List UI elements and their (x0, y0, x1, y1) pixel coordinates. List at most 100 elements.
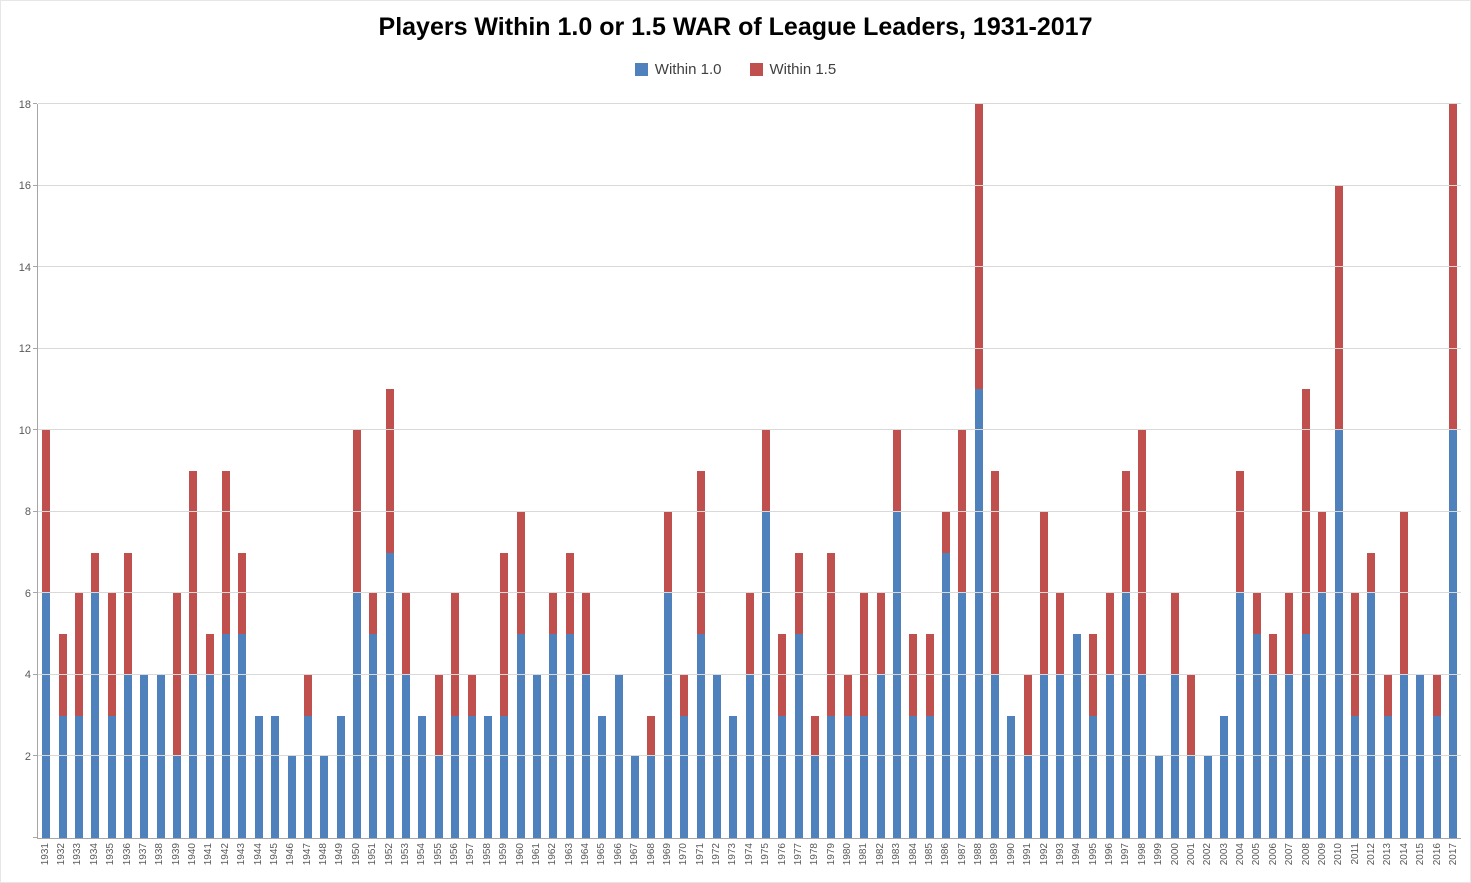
bar-segment-within-1-0 (631, 756, 640, 838)
legend-swatch-blue-icon (634, 63, 648, 76)
bar-1939 (173, 593, 182, 838)
bar-slot-1965 (594, 104, 610, 838)
x-axis-slot: 1954 (414, 843, 430, 881)
bar-segment-within-1-5 (680, 674, 689, 716)
y-axis-label: 4 (24, 669, 31, 682)
bar-1979 (827, 552, 836, 838)
x-axis-slot: 2011 (1347, 843, 1363, 881)
bar-slot-1954 (414, 104, 430, 838)
bar-1932 (58, 634, 67, 838)
x-axis-slot: 1976 (774, 843, 790, 881)
bar-segment-within-1-5 (1449, 104, 1458, 431)
x-axis-slot: 1945 (266, 843, 282, 881)
bar-slot-1988 (970, 104, 986, 838)
x-axis-label: 1977 (792, 843, 804, 866)
x-axis-slot: 2010 (1331, 843, 1347, 881)
bar-slot-2013 (1379, 104, 1395, 838)
bar-segment-within-1-5 (238, 552, 247, 635)
bar-slot-1960 (512, 104, 528, 838)
x-axis-label: 1940 (187, 843, 199, 866)
bar-segment-within-1-0 (647, 756, 656, 838)
bar-slot-1959 (496, 104, 512, 838)
x-axis-slot: 1951 (365, 843, 381, 881)
x-axis-slot: 1936 (119, 843, 135, 881)
bar-1945 (271, 715, 280, 838)
x-axis-slot: 1977 (790, 843, 806, 881)
bar-slot-1973 (725, 104, 741, 838)
bar-segment-within-1-5 (811, 715, 820, 757)
bar-1998 (1138, 430, 1147, 838)
x-axis-label: 1981 (858, 843, 870, 866)
bar-segment-within-1-5 (173, 593, 182, 757)
y-axis-tick (33, 103, 37, 104)
x-axis-label: 1937 (137, 843, 149, 866)
x-axis-slot: 1943 (234, 843, 250, 881)
bar-1994 (1072, 634, 1081, 838)
bar-1960 (516, 511, 525, 838)
bar-1973 (729, 715, 738, 838)
legend-label-within-1-5: Within 1.5 (769, 61, 837, 78)
bar-1934 (91, 552, 100, 838)
x-axis-label: 1986 (940, 843, 952, 866)
bar-slot-1932 (54, 104, 70, 838)
x-axis-slot: 1950 (348, 843, 364, 881)
bar-slot-1939 (169, 104, 185, 838)
bar-1996 (1105, 593, 1114, 838)
x-axis-slot: 1934 (86, 843, 102, 881)
bar-2008 (1301, 389, 1310, 838)
bar-slot-2012 (1363, 104, 1379, 838)
x-axis-slot: 2007 (1282, 843, 1298, 881)
legend-label-within-1-0: Within 1.0 (654, 61, 722, 78)
bar-2010 (1334, 185, 1343, 838)
x-axis-slot: 2014 (1396, 843, 1412, 881)
y-axis-tick (33, 592, 37, 594)
x-axis-slot: 2003 (1216, 843, 1232, 881)
bar-slot-1995 (1085, 104, 1101, 838)
bar-segment-within-1-0 (778, 715, 787, 838)
bar-2002 (1203, 756, 1212, 838)
bar-segment-within-1-0 (1252, 634, 1261, 838)
bar-segment-within-1-5 (974, 104, 983, 390)
y-axis-tick (33, 347, 37, 349)
bar-1983 (892, 430, 901, 838)
x-axis-slot: 1979 (823, 843, 839, 881)
y-axis-tick (33, 184, 37, 186)
x-axis-label: 2007 (1284, 843, 1296, 866)
bar-slot-1981 (856, 104, 872, 838)
x-axis-label: 1968 (645, 843, 657, 866)
bar-segment-within-1-5 (451, 593, 460, 716)
bar-slot-2010 (1330, 104, 1346, 838)
x-axis-slot: 1940 (184, 843, 200, 881)
bar-segment-within-1-0 (827, 715, 836, 838)
bar-slot-1980 (840, 104, 856, 838)
bar-segment-within-1-5 (892, 430, 901, 512)
gridline (38, 184, 1461, 186)
bar-1935 (107, 593, 116, 838)
bar-slot-1967 (627, 104, 643, 838)
bar-1959 (500, 552, 509, 838)
gridline (38, 347, 1461, 349)
bar-slot-2007 (1281, 104, 1297, 838)
bar-segment-within-1-5 (745, 593, 754, 675)
bar-segment-within-1-0 (892, 511, 901, 838)
bar-2001 (1187, 674, 1196, 838)
bar-segment-within-1-5 (925, 634, 934, 716)
bar-segment-within-1-0 (1318, 593, 1327, 838)
bar-1971 (696, 471, 705, 838)
bar-segment-within-1-5 (369, 593, 378, 635)
bar-segment-within-1-0 (1187, 756, 1196, 838)
bar-slot-2014 (1396, 104, 1412, 838)
chart-title: Players Within 1.0 or 1.5 WAR of League … (378, 13, 1093, 41)
x-axis-slot: 1974 (741, 843, 757, 881)
bar-segment-within-1-5 (1138, 430, 1147, 675)
x-axis-label: 1964 (580, 843, 592, 866)
x-axis-label: 1961 (530, 843, 542, 866)
x-axis-label: 1984 (907, 843, 919, 866)
bar-segment-within-1-5 (1170, 593, 1179, 675)
bar-segment-within-1-5 (1056, 593, 1065, 675)
y-axis-tick (33, 510, 37, 512)
x-axis-label: 1957 (465, 843, 477, 866)
bar-segment-within-1-5 (1236, 471, 1245, 594)
x-axis-label: 2012 (1366, 843, 1378, 866)
bar-slot-1972 (709, 104, 725, 838)
